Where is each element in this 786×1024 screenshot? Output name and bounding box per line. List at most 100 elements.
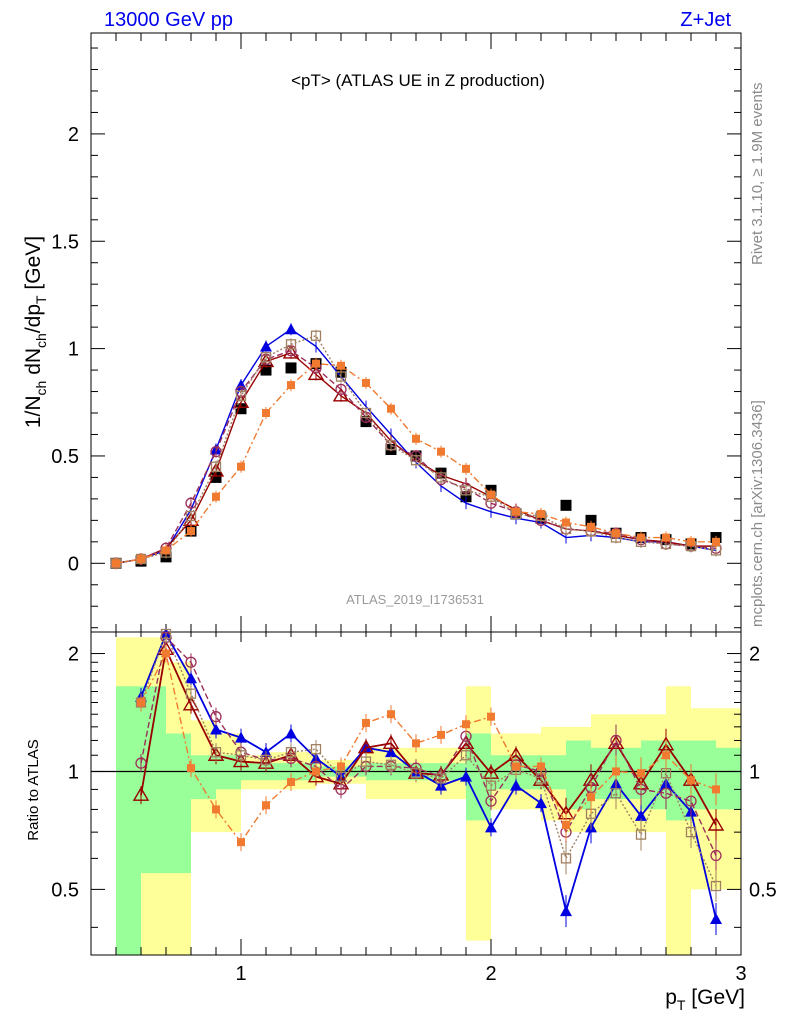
data-point xyxy=(385,440,397,451)
series-line-brown xyxy=(115,334,717,564)
ratio-point xyxy=(385,759,397,770)
ratio-point xyxy=(460,770,472,782)
ratio-y-tick-label: 2 xyxy=(68,644,79,666)
data-point xyxy=(662,533,670,542)
ratio-y-tick-label-right: 0.5 xyxy=(749,879,777,901)
data-point xyxy=(335,371,347,382)
ratio-point xyxy=(185,656,197,668)
ratio-point xyxy=(510,779,522,791)
ratio-point xyxy=(685,826,697,838)
ratio-point xyxy=(360,756,372,767)
data-point xyxy=(335,383,347,396)
series-orange xyxy=(112,357,720,570)
ratio-y-tick-label: 0.5 xyxy=(51,879,79,901)
ratio-point xyxy=(287,777,295,786)
ratio-point xyxy=(687,776,695,785)
data-point xyxy=(460,491,472,503)
svg-text:1/Nch dNch/dpT [GeV]: 1/Nch dNch/dpT [GeV] xyxy=(22,236,49,428)
data-point xyxy=(362,378,370,387)
x-tick-label: 1 xyxy=(235,963,246,985)
ratio-point xyxy=(435,773,447,784)
data-point xyxy=(287,381,295,390)
data-point xyxy=(235,403,247,415)
data-point xyxy=(712,537,720,546)
energy-label: 13000 GeV pp xyxy=(104,9,233,31)
ratio-point xyxy=(412,739,420,748)
ratio-point xyxy=(535,797,547,809)
data-point xyxy=(585,514,597,526)
ratio-y-tick-label: 1 xyxy=(68,761,79,783)
ratio-point xyxy=(562,821,570,830)
x-tick-label: 2 xyxy=(485,963,496,985)
data-point xyxy=(185,510,197,522)
ratio-line-brown xyxy=(140,632,717,887)
ratio-point xyxy=(612,767,620,776)
upper-y-axis-label: 1/Nch dNch/dpT [GeV] xyxy=(22,236,49,428)
ratio-point xyxy=(485,821,497,833)
ratio-point xyxy=(210,711,222,723)
data-point xyxy=(162,546,170,555)
ratio-point xyxy=(235,750,247,761)
data-point xyxy=(187,527,195,536)
ratio-point xyxy=(285,727,297,739)
ratio-point xyxy=(410,768,422,779)
ratio-point xyxy=(210,723,222,735)
upper-y-tick-label: 0 xyxy=(68,553,79,575)
data-point xyxy=(210,471,222,483)
ratio-point xyxy=(560,905,572,917)
data-point xyxy=(260,340,272,352)
ratio-point xyxy=(337,762,345,771)
source-label: mcplots.cern.ch [arXiv:1306.3436] xyxy=(749,400,766,627)
data-point xyxy=(262,409,270,418)
ratio-point xyxy=(437,730,445,739)
data-point xyxy=(487,490,495,499)
data-point xyxy=(185,497,197,509)
upper-y-tick-label: 1.5 xyxy=(51,231,79,253)
ratio-point xyxy=(710,913,722,925)
ratio-point xyxy=(485,780,497,791)
x-tick-label: 3 xyxy=(735,963,746,985)
ratio-point xyxy=(710,849,722,862)
data-point xyxy=(410,455,422,466)
data-point xyxy=(285,362,297,374)
x-axis-label: pT [GeV] xyxy=(665,986,745,1013)
data-point xyxy=(260,352,272,363)
data-point xyxy=(310,330,322,341)
data-point xyxy=(360,407,372,419)
ratio-line-purple xyxy=(140,635,717,856)
data-point xyxy=(512,507,520,516)
upper-y-tick-label: 1 xyxy=(68,339,79,361)
ratio-point xyxy=(160,628,172,640)
ratio-point xyxy=(387,710,395,719)
ratio-point xyxy=(285,747,297,758)
series-blue xyxy=(115,323,717,570)
ratio-y-axis-label: Ratio to ATLAS xyxy=(25,739,42,840)
plot-title: <pT> (ATLAS UE in Z production) xyxy=(291,71,545,90)
data-point xyxy=(612,529,620,538)
data-point xyxy=(537,509,545,518)
ratio-series-orange xyxy=(137,644,720,852)
ratio-point xyxy=(610,734,622,747)
ratio-point xyxy=(137,698,145,707)
ratio-point xyxy=(485,795,497,807)
ratio-point xyxy=(707,816,725,831)
data-point xyxy=(435,472,447,483)
ratio-point xyxy=(662,751,670,760)
data-point xyxy=(387,404,395,413)
uncertainty-band-outer xyxy=(116,637,741,955)
data-point xyxy=(212,492,220,501)
data-point xyxy=(210,446,222,458)
uncertainty-band-inner xyxy=(116,686,741,955)
data-point xyxy=(207,462,225,477)
rivet-version-label: Rivet 3.1.10, ≥ 1.9M events xyxy=(749,83,766,266)
ratio-point xyxy=(185,688,197,699)
data-point xyxy=(285,323,297,335)
ratio-point xyxy=(462,720,470,729)
ratio-point xyxy=(560,853,572,864)
series-line-blue xyxy=(115,328,717,564)
data-point xyxy=(562,518,570,527)
ratio-point xyxy=(232,753,250,768)
ratio-point xyxy=(185,672,197,684)
data-point xyxy=(437,447,445,456)
